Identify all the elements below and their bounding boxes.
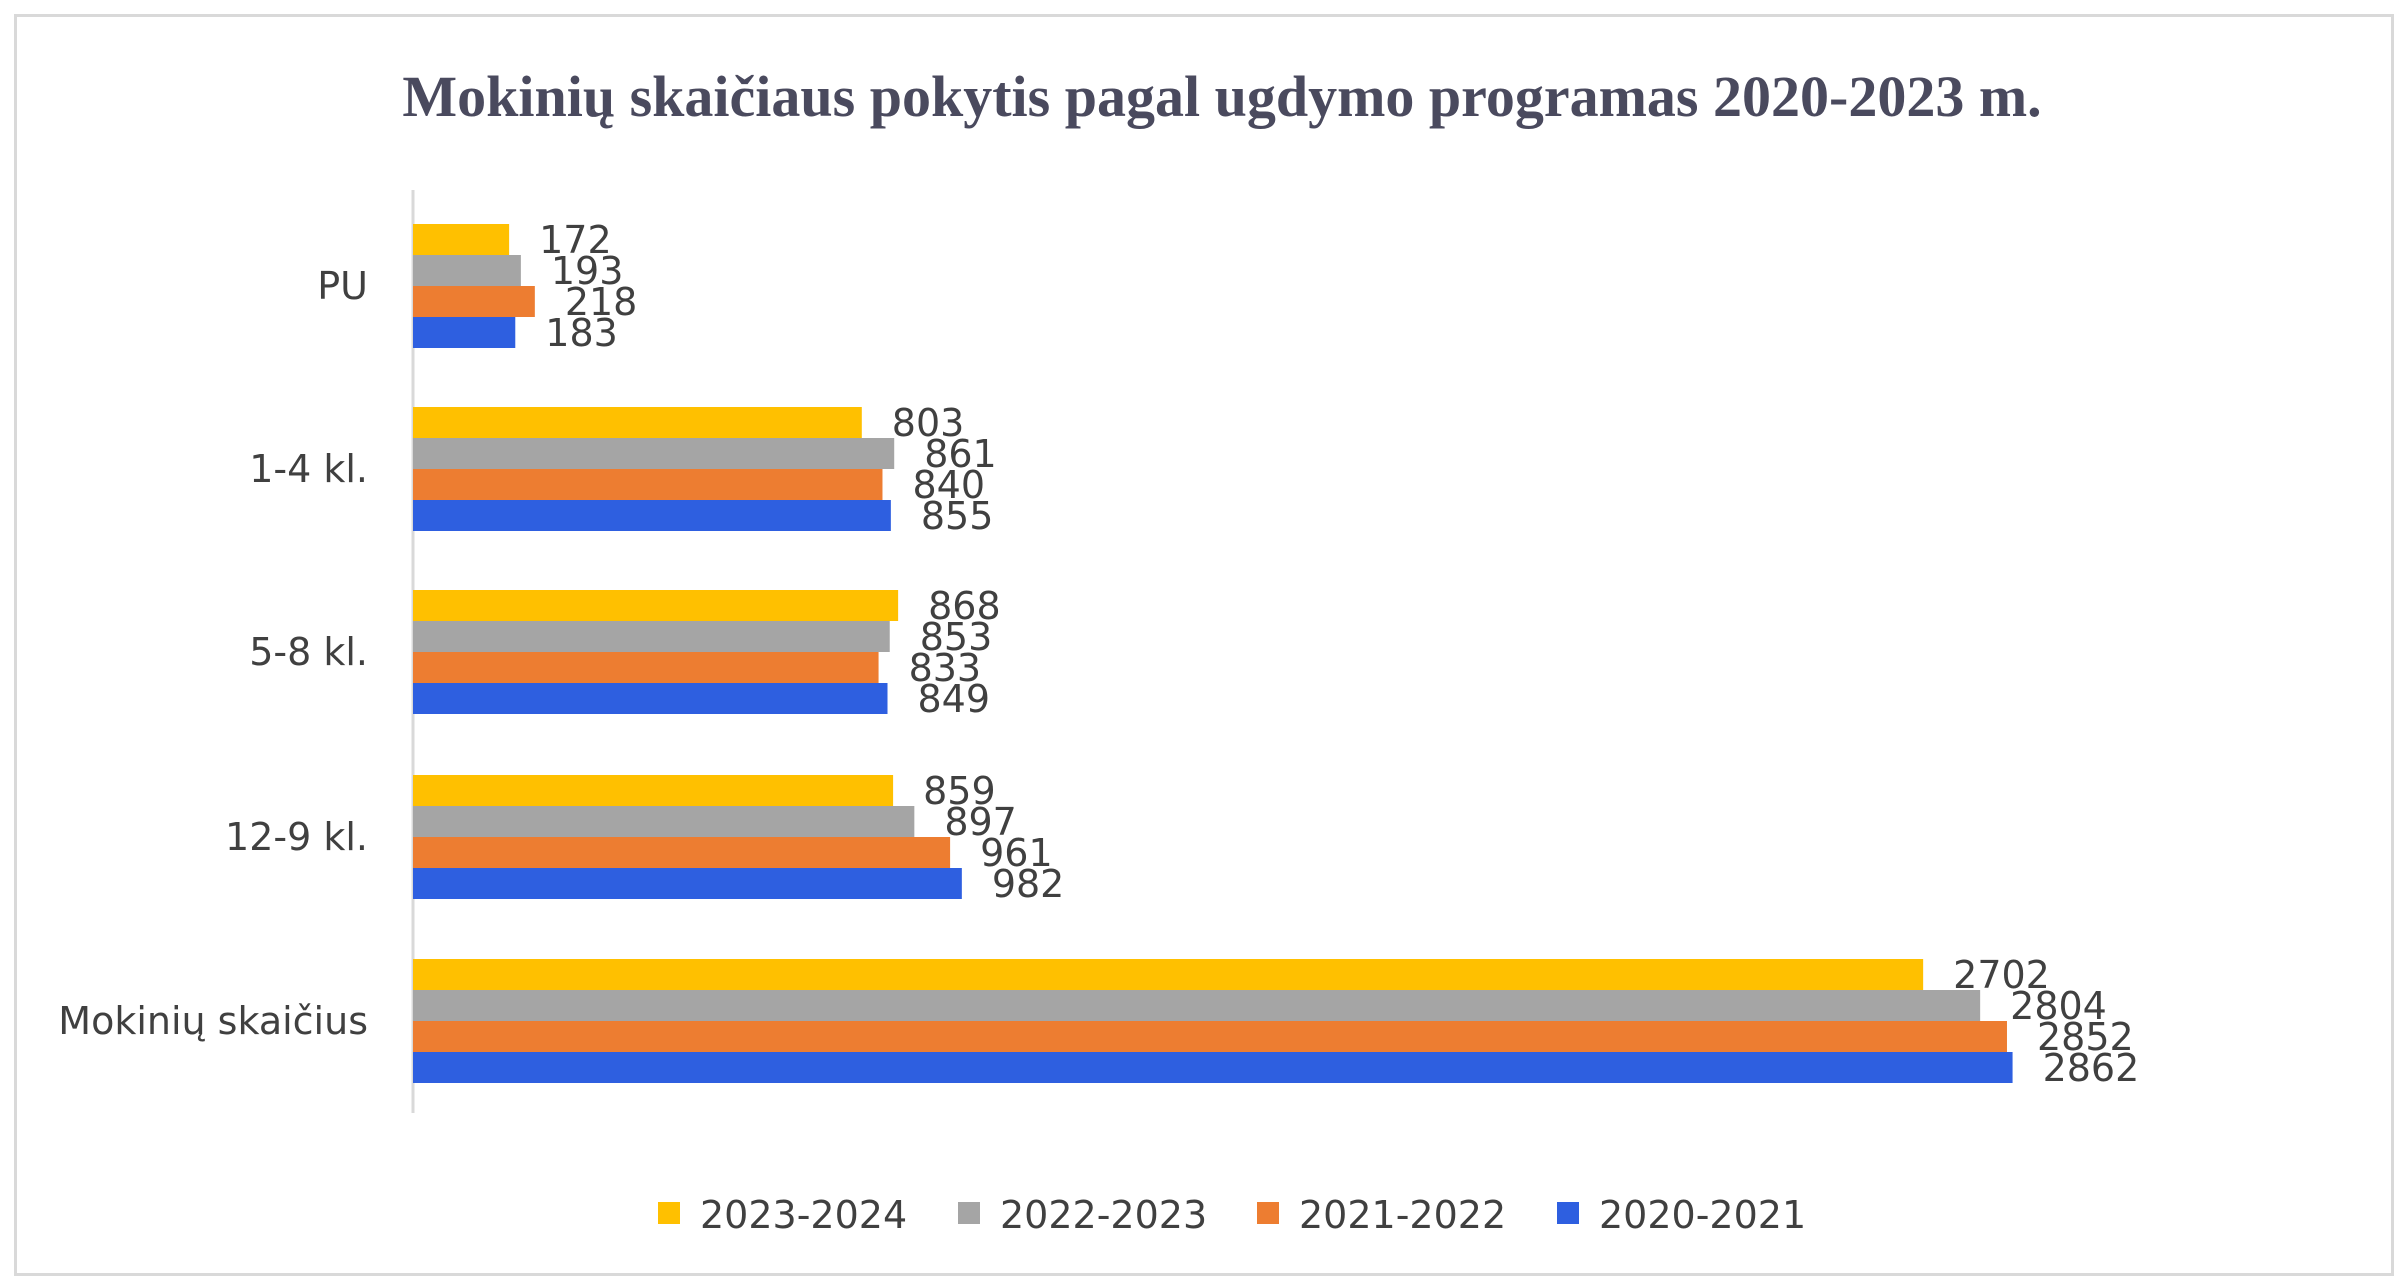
data-label-5-8-kl-2021-2022: 833	[909, 646, 982, 690]
data-label-1-4-kl-2020-2021: 855	[921, 494, 994, 538]
data-label-1-4-kl-2021-2022: 840	[912, 463, 985, 507]
bar-12-9-kl-2020-2021	[413, 868, 962, 899]
bar-1-4-kl-2021-2022	[413, 469, 883, 500]
data-label-5-8-kl-2022-2023: 853	[920, 615, 993, 659]
legend-swatch-2023-2024	[658, 1202, 680, 1224]
bar-1-4-kl-2022-2023	[413, 438, 895, 469]
bar-mokini-skai-ius-2021-2022	[413, 1021, 2007, 1052]
bar-1-4-kl-2023-2024	[413, 407, 862, 438]
data-label-12-9-kl-2020-2021: 982	[992, 862, 1065, 906]
data-label-12-9-kl-2021-2022: 961	[980, 831, 1053, 875]
data-label-12-9-kl-2023-2024: 859	[923, 769, 996, 813]
data-label-12-9-kl-2022-2023: 897	[944, 800, 1017, 844]
bar-mokini-skai-ius-2023-2024	[413, 959, 1924, 990]
category-label-1-4-kl: 1-4 kl.	[249, 447, 368, 491]
category-axis-labels: PU 1-4 kl. 5-8 kl. 12-9 kl. Mokinių skaičius	[58, 264, 368, 1043]
chart-title: Mokinių skaičiaus pokytis pagal ugdymo p…	[402, 64, 2041, 129]
legend-label-2022-2023: 2022-2023	[1000, 1193, 1207, 1237]
legend-label-2023-2024: 2023-2024	[700, 1193, 907, 1237]
bar-mokini-skai-ius-2020-2021	[413, 1052, 2013, 1083]
bar-pu-2021-2022	[413, 286, 535, 317]
bar-12-9-kl-2023-2024	[413, 775, 894, 806]
category-label-pu: PU	[317, 264, 368, 308]
data-label-mokini-skai-ius-2020-2021: 2862	[2043, 1046, 2140, 1090]
data-label-1-4-kl-2022-2023: 861	[924, 432, 997, 476]
category-label-5-8-kl: 5-8 kl.	[249, 630, 368, 674]
bar-5-8-kl-2022-2023	[413, 621, 890, 652]
bar-1-4-kl-2020-2021	[413, 500, 891, 531]
bar-5-8-kl-2020-2021	[413, 683, 888, 714]
legend: 2023-2024 2022-2023 2021-2022 2020-2021	[658, 1193, 1806, 1237]
bar-12-9-kl-2022-2023	[413, 806, 915, 837]
data-label-5-8-kl-2020-2021: 849	[918, 677, 991, 721]
bar-mokini-skai-ius-2022-2023	[413, 990, 1981, 1021]
legend-label-2021-2022: 2021-2022	[1299, 1193, 1506, 1237]
bar-pu-2020-2021	[413, 317, 516, 348]
data-label-5-8-kl-2023-2024: 868	[928, 584, 1001, 628]
legend-swatch-2022-2023	[958, 1202, 980, 1224]
data-label-pu-2023-2024: 172	[539, 218, 612, 262]
category-label-mokini-skai-ius: Mokinių skaičius	[58, 999, 368, 1043]
data-label-pu-2020-2021: 183	[545, 311, 618, 355]
data-label-mokini-skai-ius-2022-2023: 2804	[2010, 984, 2107, 1028]
data-label-pu-2021-2022: 218	[565, 280, 638, 324]
bar-pu-2022-2023	[413, 255, 521, 286]
data-label-1-4-kl-2023-2024: 803	[892, 401, 965, 445]
category-label-12-9-kl: 12-9 kl.	[225, 815, 368, 859]
bars	[413, 224, 2013, 1083]
bar-pu-2023-2024	[413, 224, 510, 255]
bar-12-9-kl-2021-2022	[413, 837, 951, 868]
data-label-mokini-skai-ius-2021-2022: 2852	[2037, 1015, 2134, 1059]
legend-swatch-2021-2022	[1257, 1202, 1279, 1224]
data-label-mokini-skai-ius-2023-2024: 2702	[1953, 953, 2050, 997]
legend-swatch-2020-2021	[1557, 1202, 1579, 1224]
bar-5-8-kl-2023-2024	[413, 590, 899, 621]
bar-5-8-kl-2021-2022	[413, 652, 879, 683]
data-label-pu-2022-2023: 193	[551, 249, 624, 293]
legend-label-2020-2021: 2020-2021	[1599, 1193, 1806, 1237]
